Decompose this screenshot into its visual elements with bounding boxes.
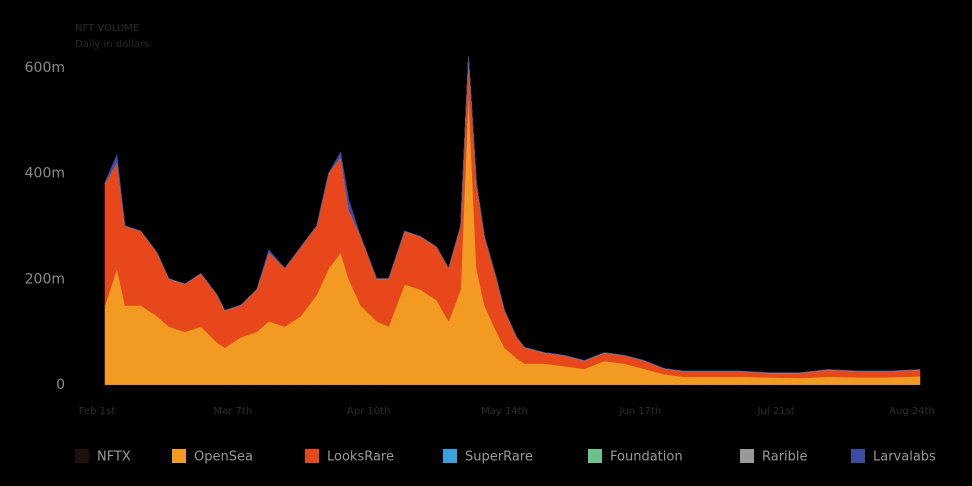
legend-label: LooksRare [327,450,394,465]
y-tick-label: 0 [56,377,65,393]
legend-label: Rarible [762,450,808,465]
legend-swatch [172,449,186,463]
y-tick-label: 200m [25,271,65,287]
legend-swatch [851,449,865,463]
y-tick-label: 400m [25,166,65,182]
x-tick-label: May 14th [481,406,528,417]
area [104,57,921,379]
x-tick-label: Apr 10th [347,406,390,417]
legend-swatch [443,449,457,463]
legend-label: Foundation [610,450,683,465]
legend-label: NFTX [97,450,131,465]
legend-label: SuperRare [465,450,533,465]
legend-label: Larvalabs [873,450,936,465]
x-tick-label: Aug 24th [889,406,935,417]
x-tick-label: Jun 17th [618,406,661,417]
legend-swatch [305,449,319,463]
chart-subtitle: Daily in dollars [75,39,149,50]
area [104,56,921,373]
legend-label: OpenSea [194,450,253,465]
legend-swatch [75,449,89,463]
x-tick-label: Mar 7th [213,406,252,417]
chart-title: NFT VOLUME [75,23,139,34]
x-tick-label: Jul 21st [757,406,795,417]
y-tick-label: 600m [25,60,65,76]
legend-swatch [588,449,602,463]
legend-swatch [740,449,754,463]
x-tick-label: Feb 1st [79,406,115,417]
